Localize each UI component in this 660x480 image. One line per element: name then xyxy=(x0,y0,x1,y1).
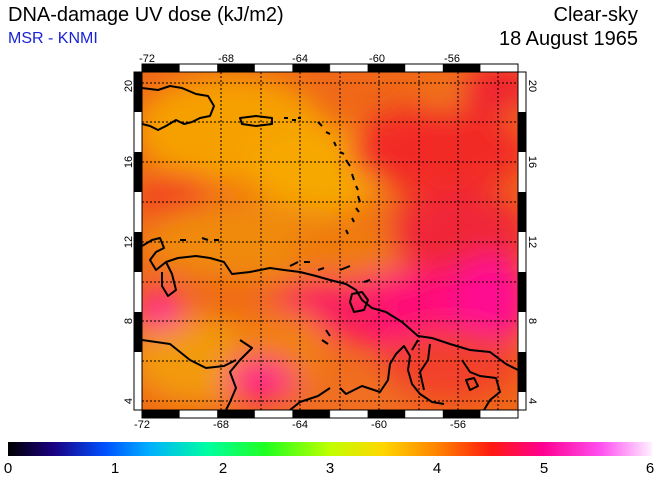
lon-tick-bottom: -64 xyxy=(292,419,308,431)
lon-tick-bottom: -56 xyxy=(450,419,466,431)
scale-tick: 4 xyxy=(433,460,441,477)
lon-tick-top: -60 xyxy=(369,53,385,65)
date-label: 18 August 1965 xyxy=(498,28,638,50)
coastlines xyxy=(142,85,518,410)
lat-tick-right: 12 xyxy=(526,236,538,248)
lon-tick-bottom: -60 xyxy=(371,419,387,431)
lat-tick-right: 4 xyxy=(526,398,538,404)
lat-tick-left: 12 xyxy=(123,236,135,248)
lat-tick-left: 8 xyxy=(123,318,135,324)
lon-tick-top: -64 xyxy=(292,53,308,65)
lon-tick-top: -72 xyxy=(139,53,155,65)
lat-tick-left: 4 xyxy=(123,398,135,404)
sky-condition-label: Clear-sky xyxy=(553,4,638,26)
lon-tick-top: -56 xyxy=(444,53,460,65)
lon-tick-top: -68 xyxy=(218,53,234,65)
scale-tick: 6 xyxy=(646,460,654,477)
scale-tick: 5 xyxy=(540,460,548,477)
lat-tick-right: 8 xyxy=(526,318,538,324)
lat-tick-left: 20 xyxy=(123,80,135,92)
graticule xyxy=(142,72,518,410)
scale-tick: 3 xyxy=(326,460,334,477)
lat-tick-right: 20 xyxy=(526,80,538,92)
scale-tick: 1 xyxy=(111,460,119,477)
map-title: DNA-damage UV dose (kJ/m2) xyxy=(8,4,284,26)
map-frame xyxy=(133,63,527,419)
source-label: MSR - KNMI xyxy=(8,30,98,47)
uv-dose-field xyxy=(142,72,518,410)
lat-tick-right: 16 xyxy=(526,156,538,168)
lat-tick-left: 16 xyxy=(123,156,135,168)
color-scale-gradient xyxy=(8,442,652,456)
lon-tick-bottom: -72 xyxy=(134,419,150,431)
lon-tick-bottom: -68 xyxy=(213,419,229,431)
scale-tick: 2 xyxy=(219,460,227,477)
scale-tick: 0 xyxy=(4,460,12,477)
